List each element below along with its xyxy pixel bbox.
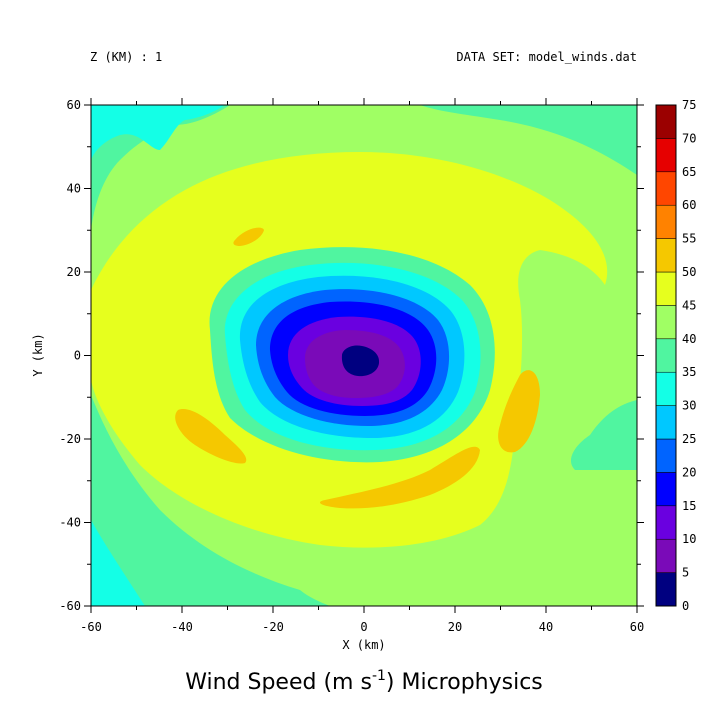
y-tick-label: 40: [67, 182, 81, 196]
colorbar-label: 55: [682, 232, 696, 246]
x-tick-label: -40: [171, 620, 193, 634]
x-tick-label: -60: [80, 620, 102, 634]
contour-50-55-northwest: [233, 227, 264, 246]
colorbar-label: 60: [682, 198, 696, 212]
contour-30-35-bottom-left: [91, 520, 145, 606]
colorbar-swatch: [655, 104, 677, 139]
x-tick-label: 20: [448, 620, 462, 634]
colorbar-swatch: [655, 271, 677, 306]
title-tail: ) Microphysics: [386, 670, 543, 695]
title-main: Wind Speed (m s: [185, 670, 372, 695]
colorbar-label: 25: [682, 432, 696, 446]
colorbar-label: 5: [682, 566, 689, 580]
colorbar-label: 45: [682, 298, 696, 312]
x-tick-label: 60: [630, 620, 644, 634]
colorbar-swatch: [655, 538, 677, 573]
colorbar-label: 75: [682, 98, 696, 112]
colorbar-swatch: [655, 572, 677, 607]
colorbar-swatch: [655, 238, 677, 273]
y-tick-label: 20: [67, 265, 81, 279]
chart-title: Wind Speed (m s-1) Microphysics: [185, 668, 543, 695]
colorbar-swatch: [655, 505, 677, 540]
contour-0-5: [341, 345, 380, 377]
y-axis-label: Y (km): [31, 333, 45, 376]
colorbar-swatch: [655, 305, 677, 340]
x-axis-label: X (km): [342, 638, 385, 652]
x-axis: -60 -40 -20 0 20 40 60: [80, 98, 644, 634]
y-tick-label: -40: [59, 516, 81, 530]
dataset-label: DATA SET: model_winds.dat: [456, 50, 637, 64]
contour-35-40-upper-right: [420, 105, 637, 175]
y-tick-label: 0: [74, 349, 81, 363]
contour-35-40-upper-left: [91, 105, 230, 230]
colorbar: 0 5 10 15 20 25 30 35 40 45 50 55 60 65 70 75: [655, 98, 696, 613]
colorbar-swatch: [655, 405, 677, 440]
y-axis: -60 -40 -20 0 20 40 60: [59, 98, 644, 613]
y-tick-label: -60: [59, 599, 81, 613]
contour-50-55-east: [498, 370, 540, 453]
contour-35-40-right: [570, 400, 637, 470]
z-level-label: Z (KM) : 1: [90, 50, 162, 64]
colorbar-swatch: [655, 204, 677, 239]
colorbar-label: 40: [682, 332, 696, 346]
colorbar-swatch: [655, 338, 677, 373]
colorbar-label: 50: [682, 265, 696, 279]
x-tick-label: -20: [262, 620, 284, 634]
colorbar-swatch: [655, 472, 677, 507]
colorbar-label: 35: [682, 365, 696, 379]
contour-30-35-top-left: [91, 105, 225, 160]
x-tick-label: 0: [360, 620, 367, 634]
colorbar-label: 70: [682, 131, 696, 145]
colorbar-swatch: [655, 171, 677, 206]
colorbar-swatch: [655, 438, 677, 473]
contour-plot: [91, 105, 637, 606]
colorbar-label: 0: [682, 599, 689, 613]
contour-50-55-south: [320, 446, 480, 509]
contour-50-55-west: [175, 409, 247, 464]
colorbar-frame: [655, 104, 677, 607]
colorbar-label: 10: [682, 532, 696, 546]
contour-35-40-lower-left: [91, 395, 330, 606]
x-tick-label: 40: [539, 620, 553, 634]
colorbar-label: 15: [682, 499, 696, 513]
colorbar-label: 65: [682, 165, 696, 179]
colorbar-label: 20: [682, 465, 696, 479]
y-tick-label: -20: [59, 432, 81, 446]
colorbar-label: 30: [682, 399, 696, 413]
colorbar-swatch: [655, 138, 677, 173]
title-exponent: -1: [372, 668, 386, 684]
y-tick-label: 60: [67, 98, 81, 112]
colorbar-swatch: [655, 371, 677, 406]
